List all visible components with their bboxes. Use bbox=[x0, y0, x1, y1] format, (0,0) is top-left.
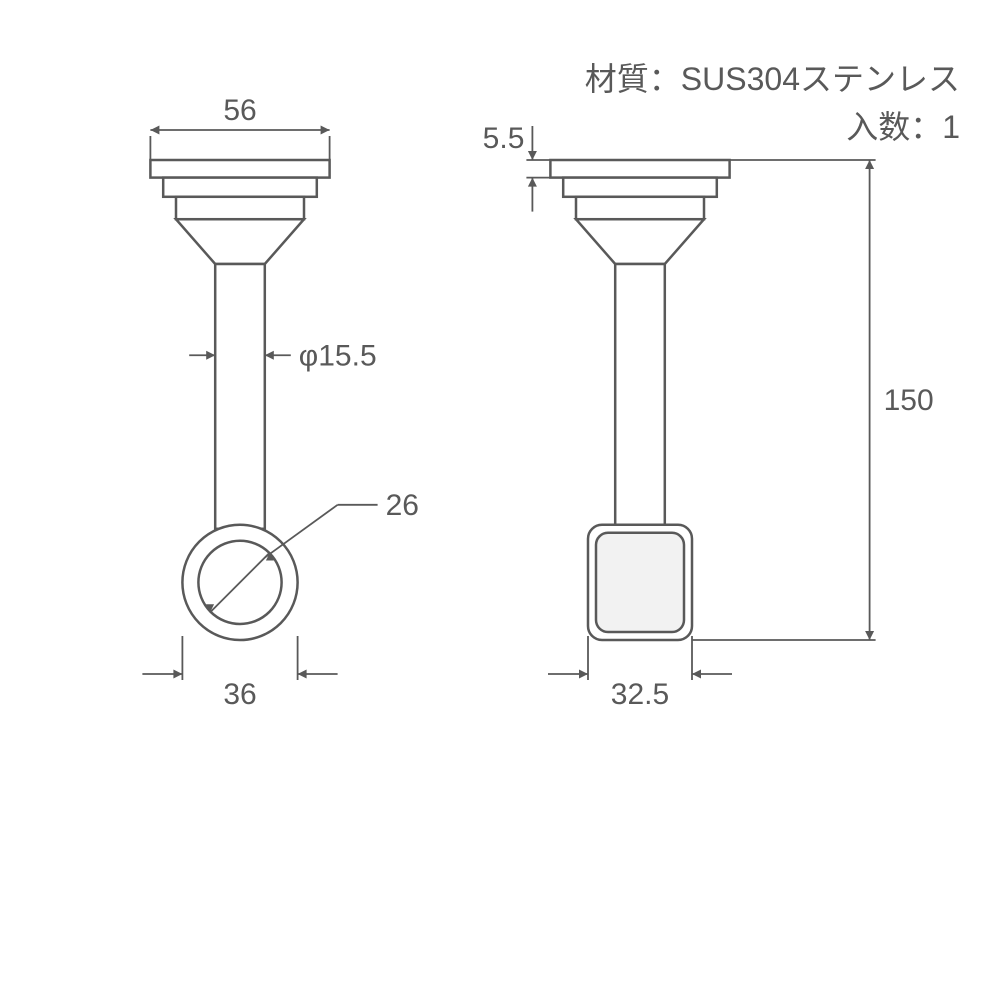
svg-text:32.5: 32.5 bbox=[611, 678, 669, 711]
material-value: SUS304ステンレス bbox=[681, 61, 960, 97]
material-label: 材質： bbox=[585, 61, 681, 97]
svg-text:56: 56 bbox=[223, 94, 256, 127]
svg-text:5.5: 5.5 bbox=[483, 122, 525, 155]
svg-text:26: 26 bbox=[386, 489, 419, 522]
svg-text:36: 36 bbox=[223, 678, 256, 711]
quantity-value: 1 bbox=[942, 109, 960, 145]
quantity-label: 入数： bbox=[846, 109, 942, 145]
svg-text:φ15.5: φ15.5 bbox=[299, 339, 377, 372]
svg-text:150: 150 bbox=[884, 384, 934, 417]
spec-block: 材質：SUS304ステンレス 入数：1 bbox=[585, 55, 960, 151]
